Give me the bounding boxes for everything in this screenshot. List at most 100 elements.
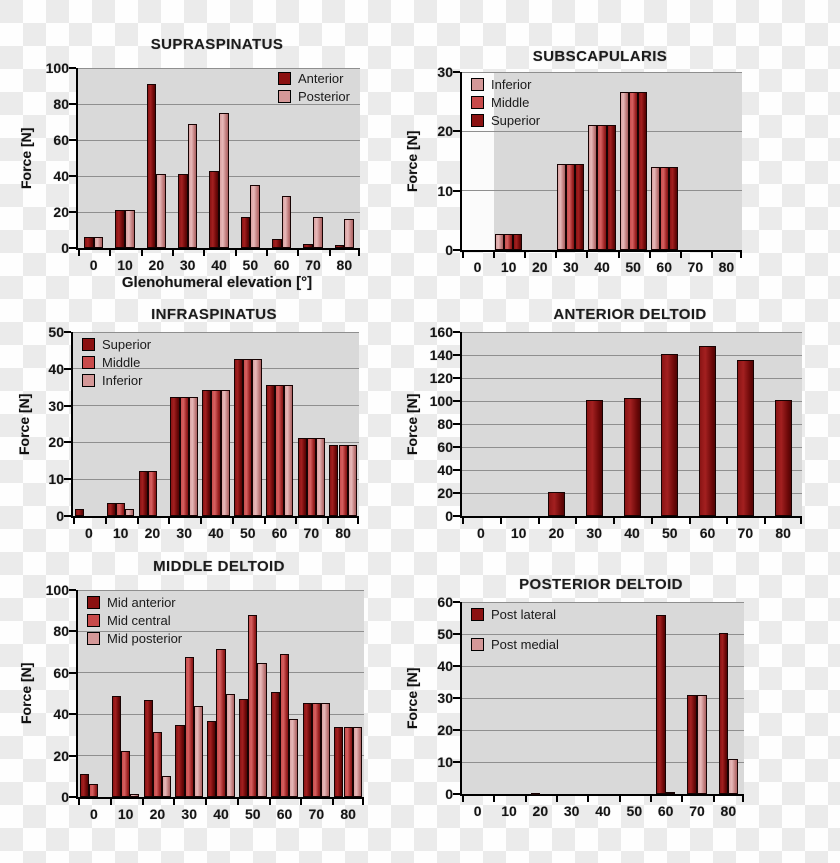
- chart-middle-deltoid: MIDDLE DELTOID Force [N] 0 20 40 60 80 100 0 10…: [18, 558, 378, 828]
- legend-entry: Middle: [471, 95, 540, 110]
- x-tick-label: 70: [737, 525, 754, 541]
- y-axis-label: Force [N]: [404, 393, 420, 455]
- x-tick-label: 20: [532, 803, 549, 819]
- y-tick-mark: [69, 796, 76, 798]
- bar-anterior-deltoid: [736, 359, 754, 516]
- bar-mid-posterior: [320, 702, 331, 797]
- y-tick-label: 20: [53, 747, 69, 764]
- bar-mid-posterior: [130, 793, 140, 797]
- x-tick-label: 80: [336, 257, 353, 273]
- legend-entry: Posterior: [277, 89, 350, 104]
- y-tick-label: 50: [437, 626, 453, 642]
- bar-anterior: [209, 170, 219, 248]
- bar-mid-central: [89, 783, 99, 797]
- bar-middle: [179, 397, 189, 516]
- bar-middle: [597, 125, 607, 250]
- legend-label: Mid posterior: [107, 631, 183, 646]
- legend-entry: Inferior: [471, 77, 540, 92]
- bar-anterior: [303, 244, 313, 248]
- bar-inferior: [650, 166, 660, 250]
- bar-posterior: [344, 219, 355, 248]
- y-tick-label: 100: [429, 393, 453, 409]
- legend-label: Posterior: [297, 89, 350, 104]
- x-tick-mark: [710, 252, 713, 258]
- legend-label: Mid central: [107, 613, 171, 628]
- x-tick-mark: [203, 250, 206, 256]
- x-tick-label: 50: [661, 525, 678, 541]
- bar-superior: [202, 389, 212, 516]
- bar-anterior-deltoid: [585, 399, 603, 516]
- x-tick-mark: [104, 518, 107, 524]
- bar-mid-posterior: [257, 663, 267, 797]
- plot-area: 0 10 20 30 40 50 60 0 10 20 30 40 50 60 70 80 Post later…: [437, 594, 744, 819]
- bar-anterior-deltoid: [699, 345, 717, 516]
- chart-title: MIDDLE DELTOID: [153, 558, 285, 575]
- y-tick-label: 30: [437, 690, 453, 706]
- legend-entry: Mid anterior: [87, 595, 182, 610]
- x-tick-mark: [617, 252, 620, 258]
- x-tick-label: 10: [112, 525, 129, 541]
- bar-middle: [628, 91, 638, 250]
- chart-title: SUPRASPINATUS: [150, 36, 284, 53]
- x-tick-mark: [648, 252, 651, 258]
- y-tick-mark: [69, 754, 76, 757]
- legend-swatch: [87, 632, 100, 645]
- chart-title: INFRASPINATUS: [151, 306, 277, 323]
- x-tick-label: 40: [594, 259, 610, 275]
- bar-anterior: [240, 217, 251, 248]
- y-tick-mark: [453, 189, 460, 192]
- bar-mid-posterior: [352, 726, 362, 797]
- x-tick-label: 0: [89, 806, 98, 822]
- bar-posterior: [187, 123, 198, 248]
- x-tick-mark: [78, 799, 80, 805]
- x-tick-mark: [358, 250, 360, 256]
- bar-inferior: [252, 358, 262, 516]
- y-tick-mark: [453, 469, 460, 471]
- y-tick-label: 0: [61, 240, 69, 256]
- x-tick-mark: [556, 796, 558, 802]
- plot-area: 0 20 40 60 80 100 120 140 160 0 10 20 30 40 50 60 70 80: [430, 324, 802, 541]
- gridline: [462, 633, 744, 635]
- y-tick-label: 120: [429, 370, 453, 386]
- legend-entry: Anterior: [277, 71, 350, 86]
- bar-posterior: [313, 216, 323, 248]
- bar-middle: [659, 166, 669, 250]
- x-tick-label: 40: [213, 806, 229, 822]
- bar-anterior-deltoid: [774, 399, 792, 516]
- y-tick-label: 160: [429, 324, 453, 340]
- gridline: [78, 103, 360, 105]
- x-tick-mark: [493, 252, 496, 258]
- y-tick-mark: [69, 671, 76, 674]
- bar-post-lateral: [718, 633, 729, 794]
- y-tick-mark: [64, 331, 71, 333]
- x-tick-mark: [712, 796, 715, 802]
- y-tick-mark: [453, 377, 460, 379]
- y-axis-label: Force [N]: [18, 127, 34, 189]
- plot-area: 0 10 20 30 40 50 0 10 20 30 40 50 60 70 80 Superior Midd…: [48, 324, 359, 541]
- y-tick-mark: [69, 175, 76, 177]
- x-tick-label: 80: [335, 525, 351, 541]
- legend-label: Inferior: [102, 373, 143, 388]
- x-tick-label: 80: [718, 259, 735, 275]
- bar-inferior: [188, 397, 199, 516]
- legend-swatch: [471, 78, 484, 91]
- x-tick-mark: [679, 252, 682, 258]
- x-tick-label: 20: [149, 806, 166, 822]
- y-tick-label: 20: [437, 485, 453, 501]
- bar-mid-posterior: [193, 705, 204, 797]
- y-tick-mark: [69, 589, 76, 591]
- x-tick-mark: [462, 796, 464, 802]
- bar-inferior: [557, 163, 567, 250]
- y-tick-label: 30: [437, 64, 453, 80]
- bar-superior: [233, 358, 244, 516]
- bar-mid-central: [184, 657, 194, 797]
- legend-swatch: [471, 96, 484, 109]
- bar-superior: [75, 508, 85, 516]
- gridline: [462, 761, 744, 763]
- bar-inferior: [347, 444, 357, 516]
- bar-posterior: [281, 195, 292, 248]
- x-tick-mark: [681, 796, 684, 802]
- bar-superior: [637, 91, 647, 250]
- y-tick-label: 40: [53, 706, 69, 723]
- x-tick-label: 30: [586, 525, 603, 541]
